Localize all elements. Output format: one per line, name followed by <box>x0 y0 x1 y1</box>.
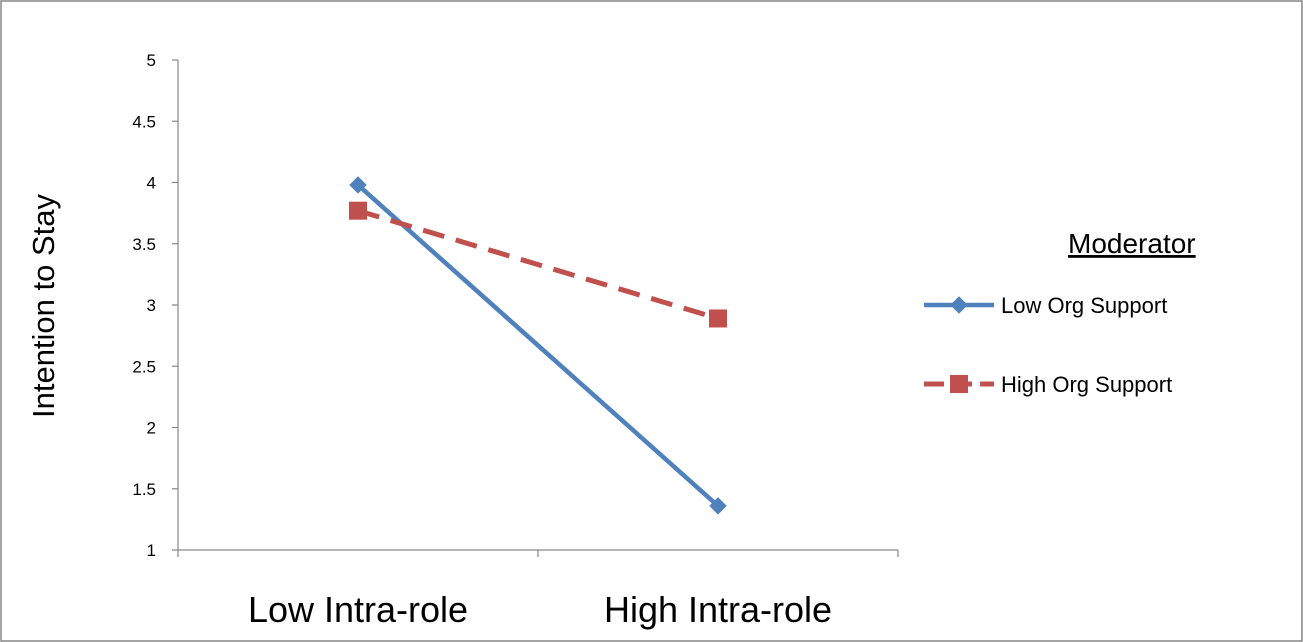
legend: Moderator Low Org Support High Org Suppor… <box>924 228 1196 397</box>
legend-item: High Org Support <box>924 372 1172 397</box>
y-axis: 1 1.5 2 2.5 3 3.5 4 4.5 5 <box>132 51 179 560</box>
series-layer <box>349 176 727 515</box>
y-tick-label: 1 <box>147 541 156 560</box>
legend-title: Moderator <box>1068 228 1196 259</box>
y-tick-label: 3.5 <box>132 235 156 254</box>
series-2 <box>349 201 727 328</box>
legend-item: Low Org Support <box>924 293 1167 318</box>
series-line <box>357 208 719 321</box>
y-tick-label: 3 <box>147 296 156 315</box>
y-axis-title: Intention to Stay <box>26 193 61 418</box>
legend-label: Low Org Support <box>1001 293 1167 318</box>
data-point <box>349 176 367 194</box>
x-category-label: Low Intra-role <box>248 589 468 630</box>
legend-swatch-marker <box>950 296 968 314</box>
data-point <box>709 497 727 515</box>
x-axis: Low Intra-role High Intra-role <box>177 549 899 630</box>
y-tick-label: 4 <box>147 174 156 193</box>
y-tick-label: 2 <box>147 419 156 438</box>
y-tick-label: 5 <box>147 51 156 70</box>
data-point <box>709 309 727 328</box>
x-category-label: High Intra-role <box>604 589 832 630</box>
series-line <box>356 183 720 508</box>
y-tick-label: 2.5 <box>132 357 156 376</box>
data-point <box>349 201 367 220</box>
legend-label: High Org Support <box>1001 372 1172 397</box>
y-tick-label: 4.5 <box>132 112 156 131</box>
y-tick-label: 1.5 <box>132 480 156 499</box>
series-1 <box>349 176 727 515</box>
legend-swatch-marker <box>950 375 968 393</box>
